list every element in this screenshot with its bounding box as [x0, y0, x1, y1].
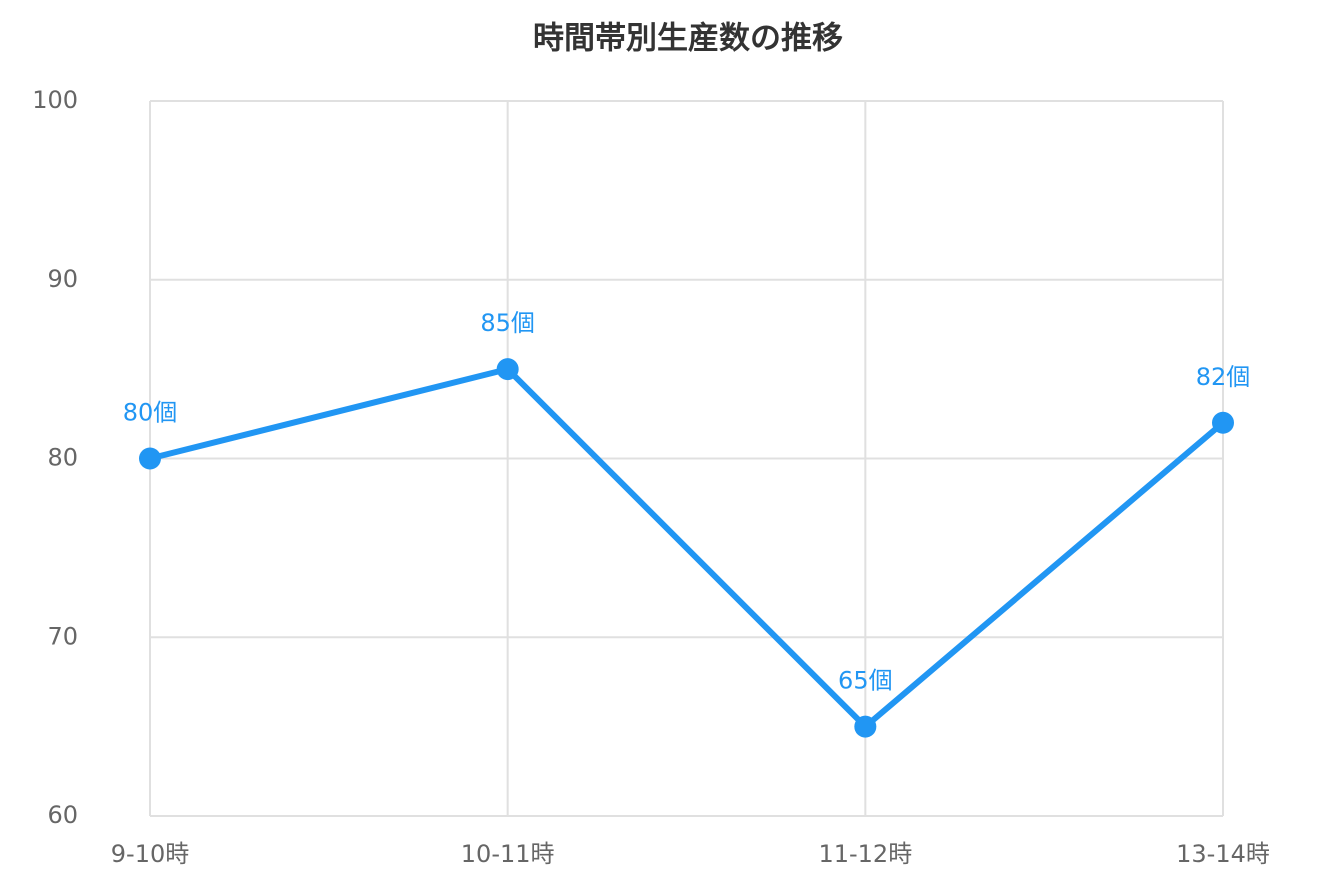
point	[1212, 411, 1234, 434]
data-label: 82個	[1196, 363, 1251, 391]
data-label: 80個	[123, 399, 178, 427]
data-label: 65個	[838, 667, 893, 695]
y-tick-label: 90	[47, 265, 78, 293]
point	[496, 358, 519, 381]
data-label: 85個	[480, 309, 535, 337]
line	[149, 366, 1225, 730]
point	[139, 447, 161, 470]
y-tick-label: 80	[47, 444, 78, 472]
x-tick-label: 11-12時	[818, 840, 912, 868]
point	[854, 715, 877, 738]
x-tick-label: 13-14時	[1176, 840, 1270, 868]
y-tick-label: 100	[32, 86, 78, 114]
x-tick-label: 9-10時	[111, 840, 189, 868]
x-tick-label: 10-11時	[461, 840, 555, 868]
y-tick-label: 70	[47, 622, 78, 650]
chart-title: 時間帯別生産数の推移	[533, 21, 843, 57]
y-tick-label: 60	[47, 801, 78, 829]
